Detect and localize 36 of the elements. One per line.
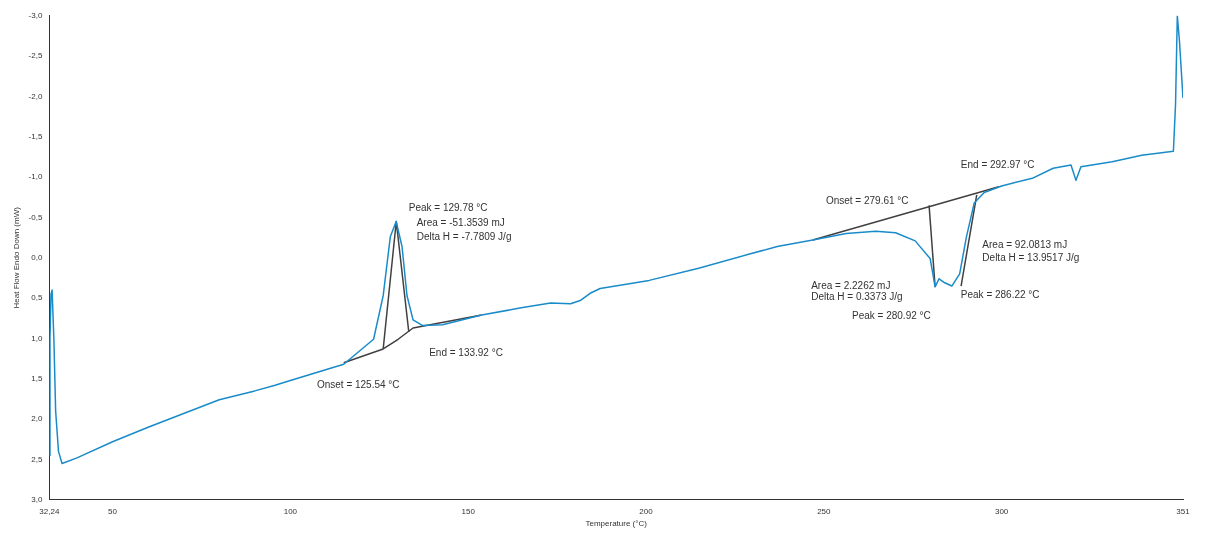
y-tick-label: 2,0 <box>31 414 43 424</box>
y-tick-label: -2,5 <box>28 51 43 61</box>
y-tick-label: -1,5 <box>28 132 43 141</box>
x-tick-label: 300 <box>994 506 1009 516</box>
x-tick-label: 200 <box>639 506 654 516</box>
annotation: Onset = 279.61 °C <box>825 194 909 206</box>
annotation: Area = 2.2262 mJ <box>811 279 891 291</box>
y-tick-label: -2,0 <box>28 91 43 101</box>
annotation: Area = 92.0813 mJ <box>982 239 1068 251</box>
annotation: Peak = 280.92 °C <box>851 309 931 321</box>
x-tick-label: 100 <box>283 506 298 516</box>
annotation: Delta H = 13.9517 J/g <box>982 251 1080 263</box>
y-tick-label: 1,0 <box>31 333 43 343</box>
y-tick-label: -1,0 <box>28 172 43 182</box>
annotation: Delta H = -7.7809 J/g <box>416 231 512 243</box>
annotation: Peak = 286.22 °C <box>960 289 1040 301</box>
annotation: Onset = 125.54 °C <box>316 378 400 390</box>
x-tick-label: 351 <box>1176 506 1191 516</box>
x-tick-label: 50 <box>108 506 118 516</box>
y-tick-label: 3,0 <box>31 495 43 504</box>
y-tick-label: 1,5 <box>31 374 43 383</box>
x-tick-label: 150 <box>461 506 476 516</box>
y-tick-label: -3,0 <box>28 11 43 20</box>
x-axis-title: Temperature (°C) <box>585 519 648 529</box>
y-tick-label: 0,5 <box>31 293 43 303</box>
annotation: End = 133.92 °C <box>429 346 503 358</box>
y-axis-title: Heat Flow Endo Down (mW) <box>12 206 21 309</box>
annotation: Peak = 129.78 °C <box>408 202 488 214</box>
y-tick-label: -0,5 <box>28 212 43 222</box>
x-tick-label: 32,24 <box>39 506 60 516</box>
annotation: End = 292.97 °C <box>960 158 1035 170</box>
x-tick-label: 250 <box>817 506 832 516</box>
annotation: Area = -51.3539 mJ <box>416 216 505 228</box>
annotation: Delta H = 0.3373 J/g <box>811 291 903 303</box>
y-tick-label: 0,0 <box>31 253 43 262</box>
y-tick-label: 2,5 <box>31 454 43 464</box>
